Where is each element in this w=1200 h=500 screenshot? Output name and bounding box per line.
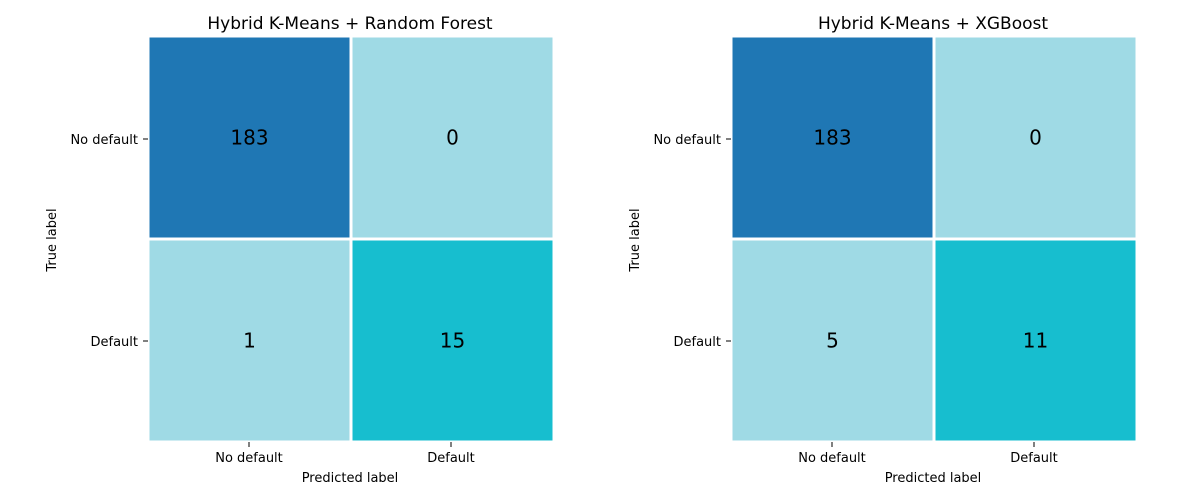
cell-value-label-2-0-0: 183 [813,126,851,150]
x-tick-label-1-1: Default [427,451,475,466]
cell-value-label-2-1-0: 5 [826,329,839,353]
y-axis-label-2: True label [628,208,643,272]
cell-value-label-1-1-1: 15 [440,329,465,353]
heatmap-cells-1: 183 0 1 15 [146,34,556,444]
x-tick-label-1-0: No default [215,451,283,466]
chart-title-2: Hybrid K-Means + XGBoost [818,14,1048,34]
heatmap-cell-1-0-0 [146,34,353,241]
cell-value-label-1-0-0: 183 [230,126,268,150]
x-tick-label-2-1: Default [1010,451,1058,466]
heatmap-cell-1-0-1 [349,34,556,241]
cell-value-label-1-1-0: 1 [243,329,256,353]
x-axis-label-2: Predicted label [885,471,982,486]
x-tick-label-2-0: No default [798,451,866,466]
x-axis-label-1: Predicted label [302,471,399,486]
y-tick-label-1-1: Default [91,335,139,350]
cell-value-label-2-0-1: 0 [1029,126,1042,150]
confusion-matrix-panel-2: Hybrid K-Means + XGBoost 183 0 5 11 No defa… [628,14,1139,486]
y-tick-label-2-1: Default [674,335,722,350]
cell-value-label-1-0-1: 0 [446,126,459,150]
chart-title-1: Hybrid K-Means + Random Forest [207,14,493,34]
y-tick-label-1-0: No default [70,133,138,148]
cell-value-label-2-1-1: 11 [1023,329,1048,353]
heatmap-cell-2-0-1 [932,34,1139,241]
heatmap-cell-1-1-0 [146,237,353,444]
heatmap-cell-2-0-0 [729,34,936,241]
heatmap-cell-1-1-1 [349,237,556,444]
y-tick-label-2-0: No default [653,133,721,148]
heatmap-cell-2-1-1 [932,237,1139,444]
y-axis-label-1: True label [45,208,60,272]
heatmap-cells-2: 183 0 5 11 [729,34,1139,444]
confusion-matrix-panel-1: Hybrid K-Means + Random Forest 183 0 1 15 N… [45,14,556,486]
